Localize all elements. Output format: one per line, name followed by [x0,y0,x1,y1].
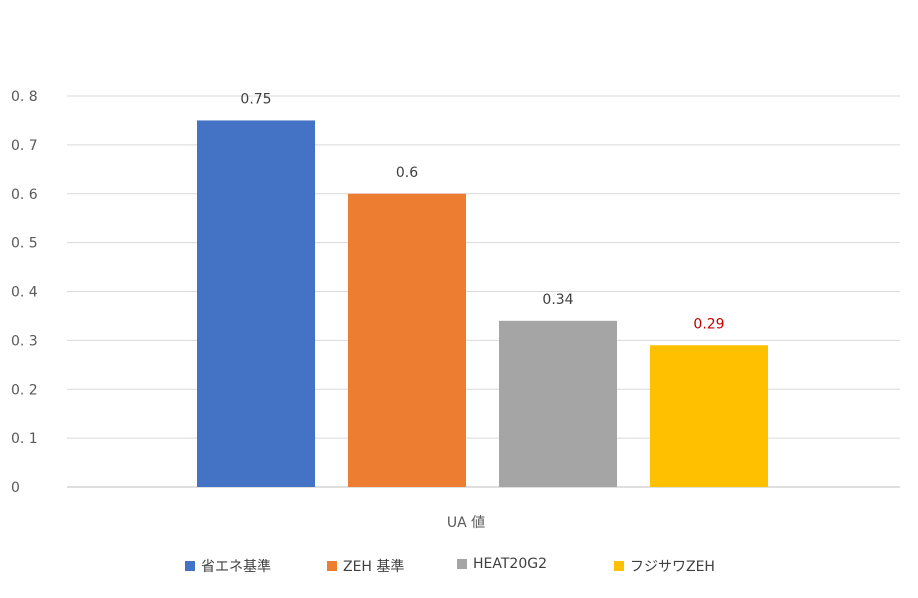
bars [197,120,768,487]
legend-item: ZEH 基準 [327,556,404,576]
y-tick-label: 0 [11,480,20,496]
bar-data-label: 0.6 [396,165,418,181]
bar [650,345,768,487]
legend-swatch [614,561,624,571]
y-tick-label: 0. 2 [11,382,38,398]
legend: 省エネ基準 ZEH 基準 HEAT20G2 フジサワZEH [0,556,918,580]
y-tick-label: 0. 3 [11,333,38,349]
bar-data-label: 0.34 [542,292,573,308]
y-tick-label: 0. 4 [11,285,38,301]
y-tick-label: 0. 5 [11,236,38,252]
x-axis-category-label: UA 値 [447,515,485,531]
bar-chart: 00. 10. 20. 30. 40. 50. 60. 70. 8 0.750.… [11,89,900,531]
y-axis-tick-labels: 0 0. 1 0. 2 0. 3 0. 4 0. 5 0. 6 0. 7 0. 8 [11,89,38,496]
y-tick-label: 0. 6 [11,187,38,203]
legend-label: フジサワZEH [630,559,715,575]
legend-item: 省エネ基準 [185,556,271,576]
legend-label: 省エネ基準 [201,559,271,575]
bar [499,320,617,487]
bar [348,193,466,487]
legend-label: ZEH 基準 [343,559,405,575]
y-tick-label: 0. 7 [11,138,38,154]
legend-item: フジサワZEH [614,556,715,576]
gridlines [67,95,900,488]
bar-data-label: 0.75 [240,91,271,107]
bar [197,120,315,487]
legend-item: HEAT20G2 [457,556,547,572]
y-tick-label: 0. 8 [11,89,38,105]
bar-data-label: 0.29 [693,316,724,332]
legend-swatch [457,559,467,569]
y-tick-label: 0. 1 [11,431,38,447]
data-labels: 0.75 0.6 0.34 0.29 [240,91,724,332]
legend-swatch [185,561,195,571]
legend-label: HEAT20G2 [473,556,547,572]
legend-swatch [327,561,337,571]
